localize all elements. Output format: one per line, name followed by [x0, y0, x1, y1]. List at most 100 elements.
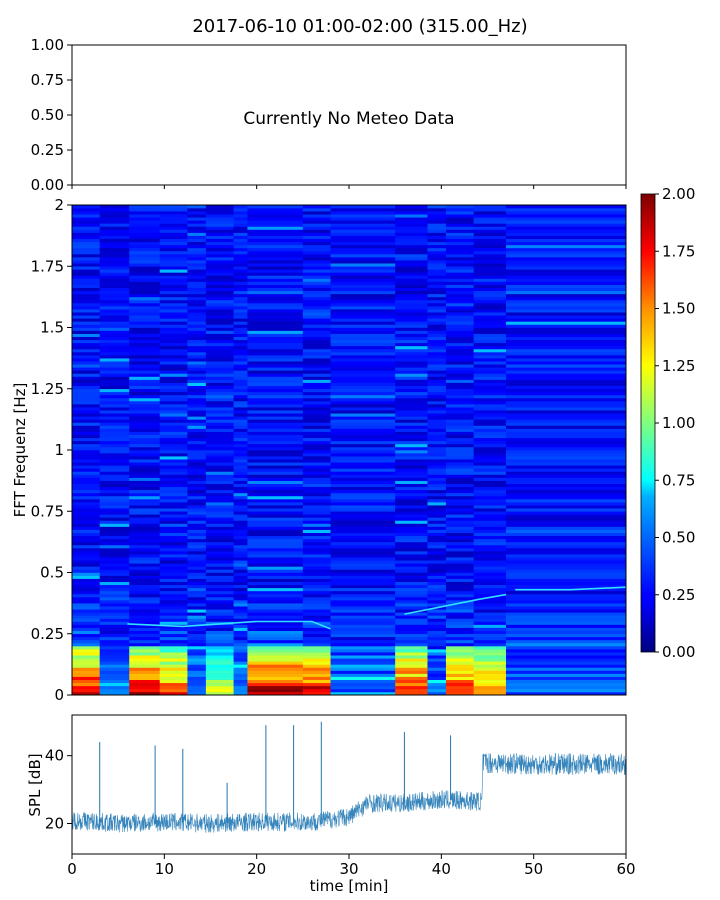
spectrogram-cell — [129, 642, 161, 647]
spectrogram-cell — [129, 394, 161, 399]
spectrogram-cell — [205, 453, 235, 457]
spectrogram-cell — [247, 370, 304, 374]
spectrogram-cell — [159, 275, 188, 279]
spectrogram-cell — [445, 618, 475, 622]
spectrogram-cell — [445, 272, 475, 276]
spectrogram-cell — [187, 505, 207, 509]
spectrogram-cell — [505, 266, 626, 270]
spectrogram-cell — [505, 462, 626, 466]
spectrogram-cell — [129, 523, 161, 527]
spectrogram-cell — [395, 667, 428, 671]
spectrogram-cell — [99, 358, 130, 362]
spectrogram-cell — [445, 633, 475, 638]
spectrogram-cell — [99, 563, 130, 567]
spectrogram-cell — [505, 303, 626, 307]
spectrogram-cell — [129, 453, 161, 457]
spectrogram-cell — [330, 410, 396, 414]
y-tick-label: 0.50 — [31, 106, 64, 124]
spectrogram-cell — [247, 440, 304, 445]
spectrogram-cell — [159, 480, 188, 484]
spectrogram-cell — [205, 474, 235, 478]
spectrogram-cell — [187, 254, 207, 258]
spectrogram-cell — [233, 290, 248, 295]
spectrogram-cell — [129, 624, 161, 628]
spectrogram-cell — [99, 306, 130, 310]
spectrogram-cell — [505, 355, 626, 359]
spectrogram-cell — [505, 244, 626, 249]
spectrogram-cell — [247, 263, 304, 267]
spectrogram-cell — [187, 290, 207, 295]
spectrogram-cell — [205, 587, 235, 592]
spectrogram-cell — [445, 593, 475, 598]
spectrogram-cell — [395, 541, 428, 546]
spectrogram-cell — [330, 391, 396, 396]
spectrogram-cell — [205, 679, 235, 684]
spectrogram-cell — [205, 581, 235, 586]
spectrogram-cell — [427, 318, 447, 322]
spectrogram-image — [72, 205, 626, 695]
spectrogram-cell — [473, 630, 507, 635]
spectrogram-cell — [330, 575, 396, 579]
spectrogram-cell — [302, 443, 332, 448]
spectrogram-cell — [445, 456, 475, 460]
spectrogram-cell — [187, 220, 207, 224]
spectrogram-cell — [233, 459, 248, 463]
spectrogram-cell — [187, 649, 207, 653]
spectrogram-cell — [505, 272, 626, 276]
spectrogram-cell — [395, 661, 428, 665]
spectrogram-cell — [330, 624, 396, 628]
spectrogram-cell — [330, 205, 396, 209]
spectrogram-cell — [473, 364, 507, 368]
spectrogram-cell — [233, 624, 248, 628]
spectrogram-cell — [187, 600, 207, 604]
spectrogram-cell — [233, 514, 248, 518]
spectrogram-cell — [99, 370, 130, 374]
spectrogram-cell — [233, 468, 248, 472]
spectrogram-cell — [395, 603, 428, 607]
spectrogram-cell — [233, 636, 248, 641]
spectrogram-cell — [247, 532, 304, 537]
spectrogram-cell — [473, 646, 507, 650]
spectrogram-cell — [233, 480, 248, 484]
spectrogram-cell — [159, 266, 188, 270]
spectrogram-cell — [445, 502, 475, 506]
spectrogram-cell — [205, 358, 235, 362]
spectrogram-cell — [445, 413, 475, 417]
spectrogram-cell — [427, 532, 447, 537]
spectrogram-cell — [99, 247, 130, 252]
spectrogram-cell — [159, 342, 188, 347]
spectrogram-cell — [505, 260, 626, 264]
spectrogram-cell — [473, 290, 507, 295]
spectrogram-cell — [187, 603, 207, 607]
spectrogram-cell — [473, 590, 507, 595]
spectrogram-cell — [395, 407, 428, 411]
spectrogram-cell — [247, 339, 304, 344]
spectrogram-cell — [159, 379, 188, 383]
spectrogram-cell — [72, 254, 101, 258]
spectrogram-cell — [445, 321, 475, 325]
spectrogram-cell — [187, 541, 207, 546]
x-tick-label: 50 — [524, 860, 543, 878]
spectrogram-cell — [505, 483, 626, 488]
spectrogram-cell — [505, 621, 626, 625]
spectrogram-cell — [473, 428, 507, 432]
spectrogram-cell — [427, 557, 447, 561]
spectrogram-cell — [505, 679, 626, 684]
spectrogram-cell — [395, 646, 428, 650]
spectrogram-cell — [302, 633, 332, 638]
spectrogram-cell — [505, 275, 626, 279]
spectrogram-cell — [395, 630, 428, 635]
spectrogram-cell — [473, 664, 507, 668]
spectrogram-cell — [473, 554, 507, 558]
spectrogram-cell — [395, 600, 428, 604]
spectrogram-cell — [187, 348, 207, 353]
spectrogram-cell — [505, 655, 626, 659]
spectrogram-cell — [247, 407, 304, 411]
spectrogram-cell — [505, 336, 626, 341]
spectrogram-cell — [330, 618, 396, 622]
spectrogram-cell — [445, 336, 475, 341]
spectrogram-cell — [72, 453, 101, 457]
spectrogram-cell — [445, 529, 475, 533]
spectrogram-cell — [395, 361, 428, 365]
spectrogram-cell — [395, 468, 428, 472]
